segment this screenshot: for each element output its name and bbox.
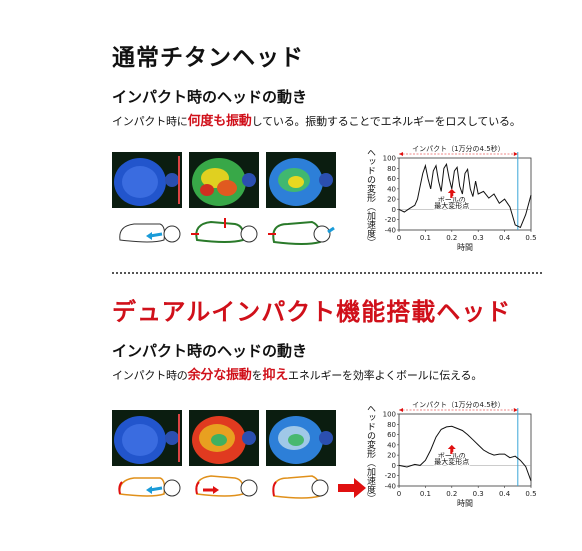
chart-title: インパクト（1万分の4.5秒）: [412, 400, 505, 409]
y-tick-label: 40: [387, 185, 396, 193]
head-shape-2: [189, 472, 259, 502]
desc-text: を: [251, 369, 263, 382]
head-shape-3: [266, 218, 336, 248]
desc-text: エネルギーを効率よくボールに伝える。: [288, 369, 483, 382]
head-shape-2: [189, 218, 259, 248]
desc-highlight: 何度も振動: [187, 114, 252, 129]
x-tick-label: 0: [397, 490, 401, 498]
y-tick-label: 60: [387, 431, 396, 439]
y-tick-label: -20: [385, 472, 396, 480]
bracket-arrow-right: [513, 408, 518, 412]
head-shape-1: [112, 218, 182, 248]
thermal-image-3: [266, 152, 336, 208]
y-tick-label: 40: [387, 441, 396, 449]
chart-ylabel: ヘッドの変形（加速度）: [365, 148, 375, 247]
section-description: インパクト時の余分な振動を抑えエネルギーを効率よくボールに伝える。: [112, 364, 482, 383]
x-tick-label: 0.4: [499, 234, 511, 242]
thermal-image-1: [112, 152, 182, 208]
x-tick-label: 0.4: [499, 490, 511, 498]
y-tick-label: 100: [383, 155, 396, 163]
section-subtitle: インパクト時のヘッドの動き: [112, 342, 308, 360]
series-line: [398, 162, 532, 229]
y-tick-label: 0: [392, 462, 396, 470]
annotation-line-1: ボールの: [438, 452, 466, 460]
section-divider: [112, 272, 542, 274]
x-tick-label: 0: [397, 234, 401, 242]
chart-title: インパクト（1万分の4.5秒）: [412, 144, 505, 153]
big-red-arrow: [338, 478, 366, 498]
desc-text: インパクト時に: [112, 115, 188, 128]
x-tick-label: 0.3: [473, 234, 484, 242]
y-tick-label: 100: [383, 411, 396, 419]
section-title: デュアルインパクト機能搭載ヘッド: [112, 298, 512, 326]
thermal-image-1: [112, 410, 182, 466]
y-tick-label: 0: [392, 206, 396, 214]
plot-frame: [398, 413, 532, 487]
y-tick-label: -40: [385, 483, 396, 491]
y-tick-label: -40: [385, 227, 396, 235]
chart-ylabel: ヘッドの変形（加速度）: [365, 404, 375, 503]
desc-text: インパクト時の: [112, 369, 188, 382]
section-titanium-head: 通常チタンヘッド インパクト時のヘッドの動き インパクト時に何度も振動している。…: [0, 0, 582, 272]
desc-highlight: 抑え: [262, 368, 289, 383]
max-deform-arrow: [447, 188, 456, 199]
head-shape-1: [112, 472, 182, 502]
y-tick-label: 80: [387, 165, 396, 173]
desc-highlight: 余分な振動: [187, 368, 252, 383]
chart-xlabel: 時間: [457, 243, 473, 252]
head-shape-3: [266, 472, 336, 502]
series-line: [398, 425, 532, 482]
max-deform-arrow: [447, 444, 456, 455]
y-tick-label: -20: [385, 216, 396, 224]
chart-xlabel: 時間: [457, 499, 473, 508]
y-tick-label: 20: [387, 452, 396, 460]
y-tick-label: 20: [387, 196, 396, 204]
thermal-image-3: [266, 410, 336, 466]
section-title: 通常チタンヘッド: [112, 45, 304, 71]
annotation-line-1: ボールの: [438, 196, 466, 204]
bracket-arrow-left: [399, 408, 403, 412]
bracket-arrow-left: [399, 152, 403, 156]
y-tick-label: 80: [387, 421, 396, 429]
section-description: インパクト時に何度も振動している。振動することでエネルギーをロスしている。: [112, 110, 521, 129]
annotation-line-2: 最大変形点: [434, 457, 469, 466]
y-tick-label: 60: [387, 175, 396, 183]
annotation-line-2: 最大変形点: [434, 201, 469, 210]
x-tick-label: 0.2: [446, 234, 457, 242]
x-tick-label: 0.2: [446, 490, 457, 498]
thermal-image-2: [189, 410, 259, 466]
section-dual-impact-head: デュアルインパクト機能搭載ヘッド インパクト時のヘッドの動き インパクト時の余分…: [0, 272, 582, 551]
section-subtitle: インパクト時のヘッドの動き: [112, 88, 308, 106]
x-tick-label: 0.3: [473, 490, 484, 498]
x-tick-label: 0.5: [525, 490, 536, 498]
x-tick-label: 0.1: [420, 234, 431, 242]
bracket-arrow-right: [513, 152, 518, 156]
plot-frame: [398, 157, 532, 231]
desc-text: している。振動することでエネルギーをロスしている。: [251, 115, 521, 128]
x-tick-label: 0.1: [420, 490, 431, 498]
thermal-image-2: [189, 152, 259, 208]
x-tick-label: 0.5: [525, 234, 536, 242]
